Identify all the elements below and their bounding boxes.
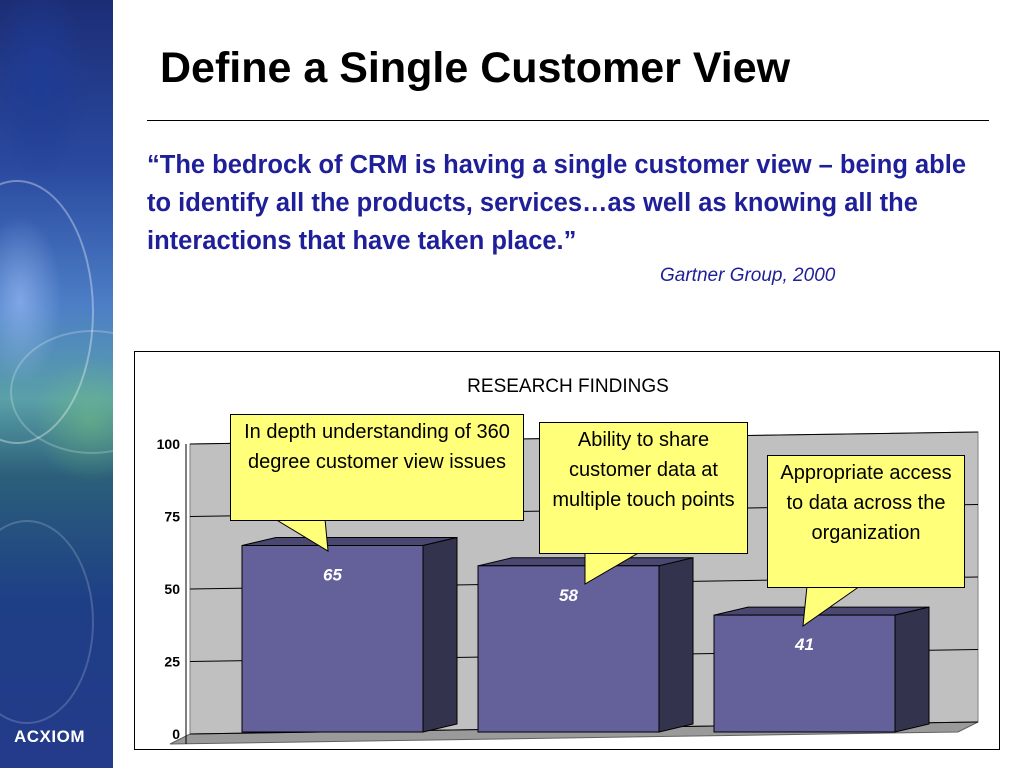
y-tick-label: 0: [172, 726, 180, 742]
y-tick-label: 50: [164, 581, 180, 597]
y-tick-label: 25: [164, 654, 180, 670]
bar-value-label: 65: [323, 566, 342, 585]
page-title: Define a Single Customer View: [160, 44, 791, 92]
bar-top: [241, 537, 458, 546]
bar-value-label: 58: [559, 586, 578, 605]
bar-side: [422, 536, 458, 733]
bar: [477, 565, 660, 733]
acxiom-logo: ACXIOM: [14, 727, 85, 746]
y-tick-label: 100: [157, 436, 181, 452]
callout-share-data: Ability to share customer data at multip…: [539, 422, 748, 554]
bar-value-label: 41: [794, 635, 814, 654]
bar-side: [894, 606, 930, 733]
bar: [713, 614, 896, 733]
bar-side: [658, 557, 694, 733]
quote-attribution: Gartner Group, 2000: [660, 265, 836, 286]
bar: [241, 545, 424, 733]
callout-access-data: Appropriate access to data across the or…: [767, 455, 965, 588]
sidebar-decoration: ACXIOM: [0, 0, 113, 768]
y-tick-label: 75: [164, 509, 180, 525]
chart-frame: 0 25 50 75 100 65 58 41 RESEARCH FINDINGS In d…: [134, 351, 1000, 750]
quote-text: “The bedrock of CRM is having a single c…: [147, 151, 967, 255]
chart-title: RESEARCH FINDINGS: [467, 376, 669, 397]
callout-depth-understanding: In depth understanding of 360 degree cus…: [230, 414, 524, 521]
title-divider: [147, 120, 989, 121]
